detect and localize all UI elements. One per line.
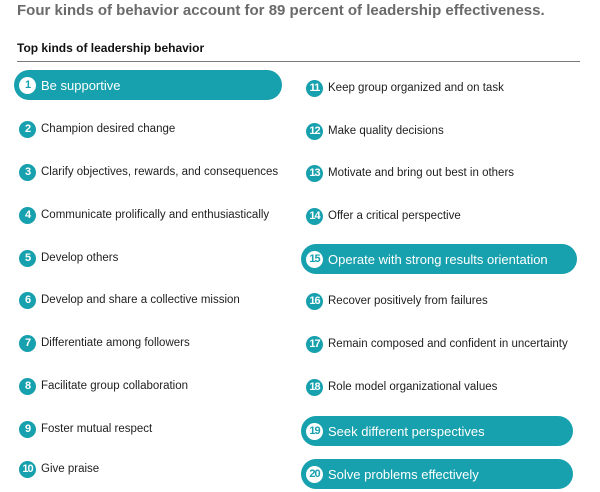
number-badge: 1 xyxy=(19,76,36,94)
behavior-item-8: 8 Facilitate group collaboration xyxy=(14,371,188,401)
behavior-item-16: 16 Recover positively from failures xyxy=(301,286,488,316)
behavior-item-10: 10 Give praise xyxy=(14,454,99,484)
behavior-item-9: 9 Foster mutual respect xyxy=(14,414,152,444)
behavior-item-11: 11 Keep group organized and on task xyxy=(301,73,504,103)
behavior-item-18: 18 Role model organizational values xyxy=(301,372,497,402)
number-badge: 5 xyxy=(19,249,36,267)
number-badge: 10 xyxy=(19,460,36,478)
behavior-label: Give praise xyxy=(41,463,100,475)
behavior-item-1: 1 Be supportive xyxy=(14,70,282,100)
behavior-label: Remain composed and confident in uncerta… xyxy=(328,338,568,350)
behavior-item-14: 14 Offer a critical perspective xyxy=(301,201,461,231)
behavior-label: Seek different perspectives xyxy=(328,423,485,439)
behavior-label: Clarify objectives, rewards, and consequ… xyxy=(41,166,279,178)
number-badge: 6 xyxy=(19,291,36,309)
behavior-label: Keep group organized and on task xyxy=(328,82,504,94)
number-badge: 13 xyxy=(306,164,323,182)
number-badge: 7 xyxy=(19,334,36,352)
number-badge: 11 xyxy=(306,79,323,97)
behavior-label: Motivate and bring out best in others xyxy=(328,167,515,179)
behavior-label: Make quality decisions xyxy=(328,125,444,137)
behavior-item-5: 5 Develop others xyxy=(14,243,118,273)
number-badge: 15 xyxy=(306,250,323,268)
behavior-item-15: 15 Operate with strong results orientatio… xyxy=(301,244,577,274)
number-badge: 9 xyxy=(19,420,36,438)
behavior-item-17: 17 Remain composed and confident in uncer… xyxy=(301,329,568,359)
number-badge: 3 xyxy=(19,163,36,181)
number-badge: 8 xyxy=(19,377,36,395)
behavior-item-2: 2 Champion desired change xyxy=(14,114,175,144)
behavior-item-12: 12 Make quality decisions xyxy=(301,116,444,146)
behavior-label: Develop others xyxy=(41,252,119,264)
behavior-label: Solve problems effectively xyxy=(328,466,479,482)
behavior-label: Be supportive xyxy=(41,77,121,93)
behavior-label: Foster mutual respect xyxy=(41,423,153,435)
behavior-item-4: 4 Communicate prolifically and enthusiast… xyxy=(14,200,269,230)
behavior-label: Differentiate among followers xyxy=(41,337,190,349)
number-badge: 14 xyxy=(306,207,323,225)
number-badge: 2 xyxy=(19,120,36,138)
behavior-item-13: 13 Motivate and bring out best in others xyxy=(301,158,514,188)
behavior-item-6: 6 Develop and share a collective mission xyxy=(14,285,240,315)
number-badge: 16 xyxy=(306,292,323,310)
behavior-item-19: 19 Seek different perspectives xyxy=(301,416,573,446)
behavior-label: Offer a critical perspective xyxy=(328,210,461,222)
behavior-label: Develop and share a collective mission xyxy=(41,294,240,306)
behavior-label: Facilitate group collaboration xyxy=(41,380,189,392)
behavior-label: Role model organizational values xyxy=(328,381,498,393)
number-badge: 12 xyxy=(306,122,323,140)
behavior-item-3: 3 Clarify objectives, rewards, and conseq… xyxy=(14,157,278,187)
number-badge: 4 xyxy=(19,206,36,224)
behavior-label: Communicate prolifically and enthusiasti… xyxy=(41,209,270,221)
number-badge: 18 xyxy=(306,378,323,396)
number-badge: 17 xyxy=(306,335,323,353)
behavior-label: Champion desired change xyxy=(41,123,176,135)
behavior-label: Recover positively from failures xyxy=(328,295,488,307)
number-badge: 20 xyxy=(306,465,323,483)
number-badge: 19 xyxy=(306,422,323,440)
behavior-item-20: 20 Solve problems effectively xyxy=(301,459,573,489)
page-title: Four kinds of behavior account for 89 pe… xyxy=(17,2,545,19)
divider xyxy=(17,61,580,62)
behavior-label: Operate with strong results orientation xyxy=(328,251,548,267)
section-subtitle: Top kinds of leadership behavior xyxy=(17,41,205,55)
behavior-item-7: 7 Differentiate among followers xyxy=(14,328,190,358)
